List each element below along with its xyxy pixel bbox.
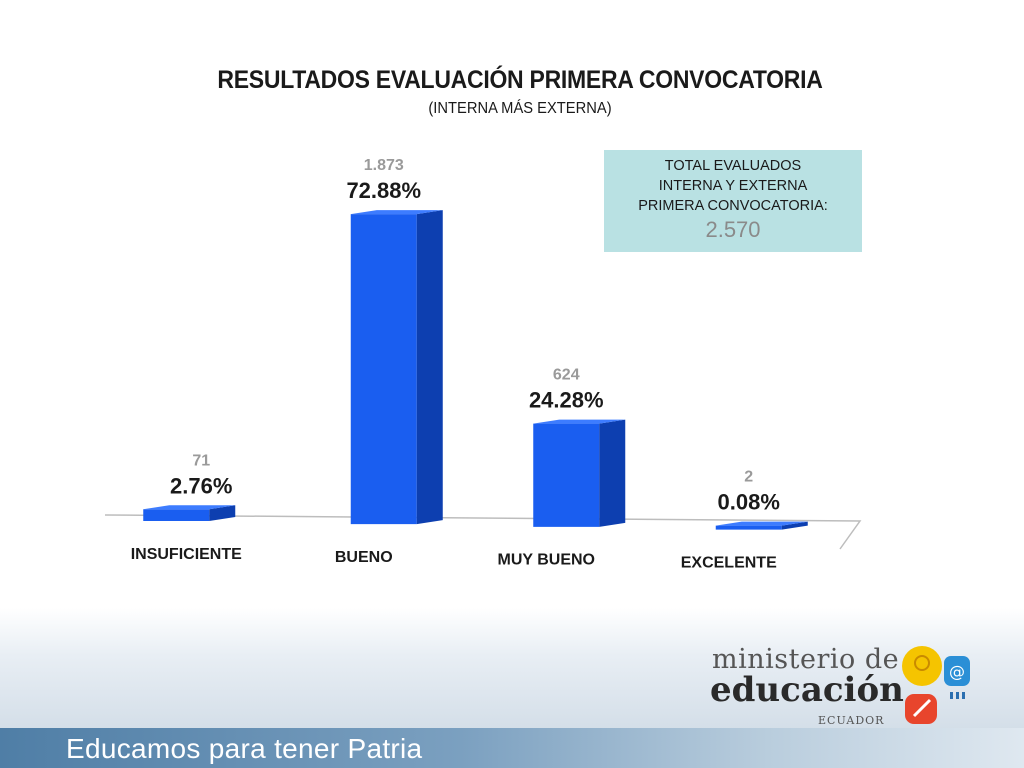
category-label: INSUFICIENTE <box>131 546 242 563</box>
bar-count-label: 71 <box>192 452 210 469</box>
slide-subtitle: (INTERNA MÁS EXTERNA) <box>428 100 612 117</box>
bar-top <box>350 210 443 215</box>
bar-count-label: 2 <box>744 469 753 486</box>
bar-side <box>599 419 626 527</box>
infobox-line-1: TOTAL EVALUADOS <box>664 158 802 174</box>
bar-percent-label: 24.28% <box>529 388 604 413</box>
bar-percent-label: 2.76% <box>170 473 232 498</box>
bar-2 <box>350 210 443 525</box>
bar-count-label: 1.873 <box>364 157 404 174</box>
bar-front <box>533 423 600 527</box>
logo-line-2: educación <box>710 670 904 710</box>
bar-count-label: 624 <box>553 367 580 384</box>
bar-front <box>715 525 782 530</box>
bar-front <box>143 509 210 521</box>
bar-4 <box>715 521 808 530</box>
footer-band <box>0 728 1024 768</box>
logo-emblem-icon: @ <box>902 646 970 724</box>
ministry-logo: ministerio de educación ECUADOR @ <box>706 644 986 734</box>
infobox-line-2: INTERNA Y EXTERNA <box>658 178 808 194</box>
logo-line-1: ministerio de <box>712 644 900 675</box>
bar-front <box>350 214 417 525</box>
category-label: MUY BUENO <box>498 552 596 569</box>
bar-percent-label: 72.88% <box>346 178 421 203</box>
category-label: BUENO <box>335 549 393 566</box>
bar-top <box>533 419 626 424</box>
bar-percent-label: 0.08% <box>718 490 780 515</box>
slide-title: RESULTADOS EVALUACIÓN PRIMERA CONVOCATOR… <box>217 66 823 94</box>
category-label: EXCELENTE <box>681 554 777 571</box>
svg-text:@: @ <box>949 662 965 681</box>
footer-slogan: Educamos para tener Patria <box>66 733 423 764</box>
total-evaluated-box: TOTAL EVALUADOS INTERNA Y EXTERNA PRIMER… <box>604 150 862 252</box>
bar-chart: 71 2.76% INSUFICIENTE 1.873 72.88% BUENO 624 24… <box>104 157 862 571</box>
bar-top <box>143 505 236 510</box>
bar-side <box>209 505 236 521</box>
chart-floor-plane <box>104 514 862 550</box>
infobox-total-value: 2.570 <box>705 217 761 242</box>
logo-line-3: ECUADOR <box>818 714 885 727</box>
bar-1 <box>143 505 236 521</box>
bar-side <box>416 210 443 525</box>
infobox-line-3: PRIMERA CONVOCATORIA: <box>638 198 828 214</box>
bar-3 <box>533 419 626 527</box>
bar-side <box>781 521 808 530</box>
bar-top <box>715 521 808 526</box>
